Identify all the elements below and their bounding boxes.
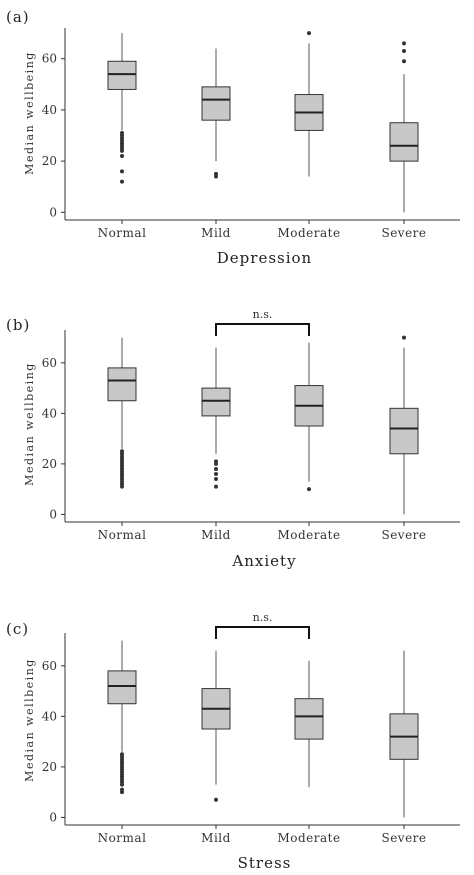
x-tick-label: Severe [381, 528, 426, 542]
outlier-point [402, 59, 406, 64]
panel-label: (a) [6, 8, 30, 26]
y-tick-label: 20 [42, 154, 57, 168]
outlier-point [214, 466, 218, 471]
y-tick-label: 20 [42, 457, 57, 471]
x-tick-label: Normal [98, 831, 147, 845]
outlier-point [307, 31, 311, 36]
panel-label: (b) [6, 316, 30, 334]
box-normal [107, 337, 137, 489]
significance-bracket [215, 626, 310, 639]
x-tick-label: Mild [201, 528, 231, 542]
iqr-box [201, 387, 231, 417]
x-tick-label: Normal [98, 528, 147, 542]
x-tick-label: Moderate [277, 226, 340, 240]
outlier-point [120, 130, 124, 135]
y-tick-label: 0 [49, 810, 57, 824]
significance-bracket [215, 323, 310, 336]
x-tick-label: Mild [201, 226, 231, 240]
outlier-point [307, 487, 311, 492]
y-axis-title: Median wellbeing [23, 658, 36, 782]
y-axis-title: Median wellbeing [23, 51, 36, 175]
outlier-point [402, 49, 406, 54]
x-axis-title: Anxiety [231, 552, 296, 570]
y-tick-label: 0 [49, 205, 57, 219]
x-tick-label: Moderate [277, 831, 340, 845]
panel-b: (b) 0 20 40 60 Median wellbeing Normal Mild Mode… [6, 308, 460, 570]
y-tick-label: 60 [42, 52, 57, 66]
outlier-point [402, 335, 406, 340]
y-tick-label: 0 [49, 507, 57, 521]
box-mild [201, 347, 231, 489]
significance-label: n.s. [253, 308, 273, 321]
outlier-point [214, 477, 218, 482]
iqr-box [201, 86, 231, 121]
significance-label: n.s. [253, 611, 273, 624]
y-tick-label: 40 [42, 103, 57, 117]
outlier-point [120, 787, 124, 792]
x-tick-label: Mild [201, 831, 231, 845]
box-severe [389, 335, 419, 515]
x-axis-title: Depression [217, 249, 312, 267]
iqr-box [294, 698, 324, 740]
y-tick-label: 40 [42, 709, 57, 723]
box-mild [201, 650, 231, 802]
x-tick-label: Severe [381, 226, 426, 240]
x-tick-label: Normal [98, 226, 147, 240]
iqr-box [107, 60, 137, 90]
box-moderate [294, 660, 324, 788]
panel-a: (a) 0 20 40 60 Median wellbeing Normal Mild Mode… [6, 8, 460, 267]
iqr-box [389, 122, 419, 162]
y-axis-title: Median wellbeing [23, 362, 36, 486]
outlier-point [402, 41, 406, 46]
outlier-point [214, 171, 218, 176]
y-tick-label: 60 [42, 659, 57, 673]
outlier-point [120, 179, 124, 184]
panel-label: (c) [6, 620, 29, 638]
outlier-point [120, 169, 124, 174]
box-normal [107, 640, 137, 795]
outlier-point [120, 154, 124, 158]
box-mild [201, 48, 231, 179]
x-axis-title: Stress [238, 854, 292, 872]
box-severe [389, 650, 419, 818]
y-tick-label: 20 [42, 760, 57, 774]
outlier-point [214, 797, 218, 802]
y-tick-label: 60 [42, 356, 57, 370]
outlier-point [214, 484, 218, 489]
outlier-point [120, 449, 124, 454]
outlier-point [214, 472, 218, 476]
box-normal [107, 33, 137, 184]
box-moderate [294, 342, 324, 492]
iqr-box [107, 670, 137, 705]
panel-c: (c) 0 20 40 60 Median wellbeing Normal Mild Mode… [6, 611, 460, 872]
x-tick-label: Severe [381, 831, 426, 845]
box-severe [389, 41, 419, 213]
x-tick-label: Moderate [277, 528, 340, 542]
y-tick-label: 40 [42, 406, 57, 420]
outlier-point [214, 459, 218, 464]
iqr-box [389, 407, 419, 455]
iqr-box [107, 367, 137, 402]
outlier-point [120, 752, 124, 757]
box-moderate [294, 31, 324, 177]
